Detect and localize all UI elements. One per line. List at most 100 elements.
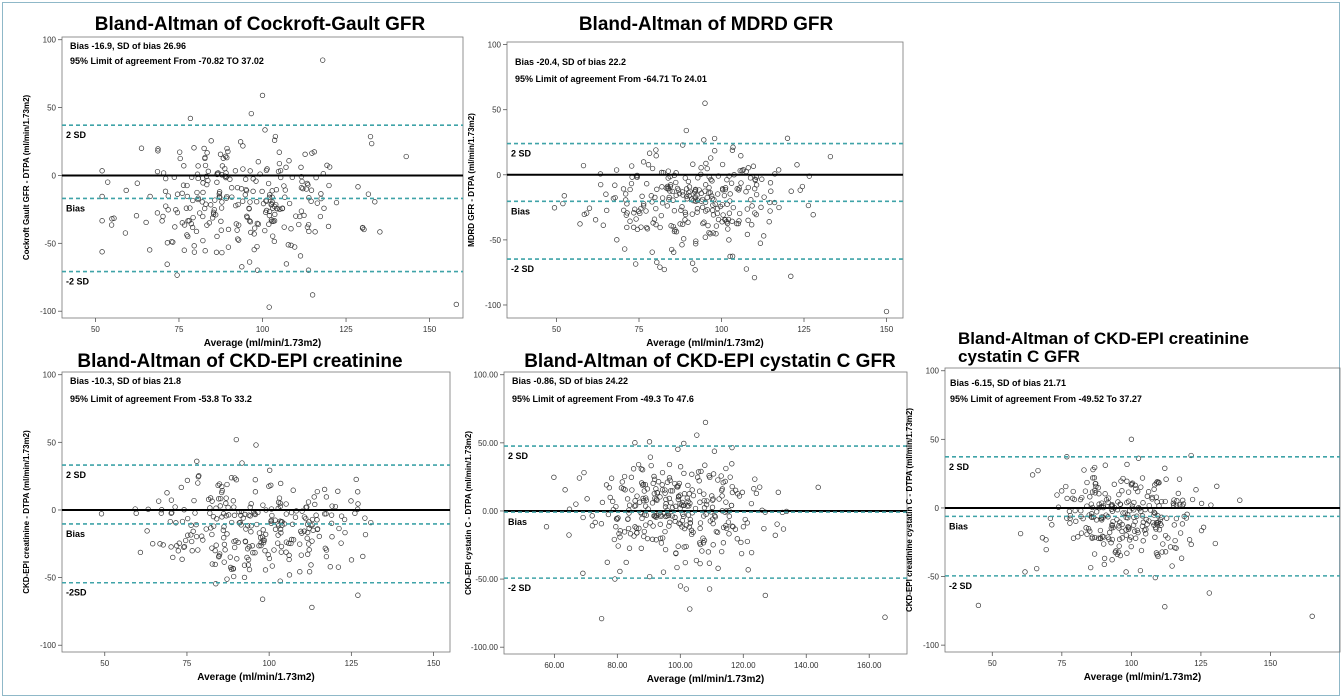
data-point	[669, 513, 675, 519]
data-point	[722, 186, 728, 193]
data-point	[184, 193, 190, 200]
data-point	[320, 57, 326, 63]
data-point	[202, 248, 208, 254]
data-point	[123, 187, 129, 194]
data-point	[313, 512, 319, 518]
data-point	[168, 510, 174, 516]
data-point	[679, 524, 685, 530]
data-point	[657, 224, 663, 231]
data-point	[648, 462, 654, 469]
data-point	[580, 514, 586, 521]
data-point	[644, 226, 651, 232]
data-point	[1134, 527, 1140, 533]
data-point	[736, 187, 742, 193]
data-point	[266, 221, 272, 227]
data-point	[753, 191, 760, 198]
data-point	[223, 500, 229, 506]
data-point	[659, 184, 665, 190]
bias-line-label: Bias	[66, 203, 85, 213]
data-point	[745, 184, 751, 191]
x-tick-label: 75	[1057, 659, 1066, 668]
data-point	[230, 498, 236, 504]
data-point	[314, 200, 320, 206]
data-point	[715, 477, 721, 483]
data-point	[1082, 488, 1089, 494]
data-point	[265, 552, 271, 558]
lower-limit-line-label: -2SD	[66, 588, 87, 598]
annotation: 95% Limit of agreement From -49.3 To 47.…	[512, 394, 694, 404]
data-point	[696, 540, 703, 546]
x-tick-label: 125	[345, 659, 359, 668]
data-point	[1214, 483, 1220, 489]
data-point	[248, 529, 254, 535]
data-point	[164, 261, 170, 267]
data-point	[1124, 478, 1130, 484]
data-point	[748, 500, 755, 507]
data-point	[663, 501, 669, 507]
upper-limit-line-label: 2 SD	[66, 470, 87, 480]
data-point	[147, 193, 153, 200]
data-point	[150, 541, 156, 547]
data-point	[1029, 472, 1036, 478]
data-point	[305, 551, 311, 557]
data-point	[703, 160, 709, 167]
data-point	[615, 515, 621, 521]
data-point	[720, 212, 726, 218]
x-tick-label: 50	[552, 325, 561, 334]
data-point	[734, 536, 740, 542]
data-point	[1105, 495, 1112, 501]
data-point	[677, 583, 684, 589]
x-axis-label: Average (ml/min/1.73m2)	[197, 672, 314, 683]
data-point	[724, 201, 730, 207]
data-point	[252, 225, 258, 231]
data-point	[262, 127, 268, 133]
data-point	[193, 228, 200, 235]
data-point	[362, 531, 369, 538]
data-point	[709, 504, 716, 510]
data-point	[684, 503, 690, 509]
data-point	[174, 209, 181, 216]
y-tick-label: 50	[47, 438, 56, 447]
data-point	[1123, 514, 1129, 521]
data-point	[740, 524, 747, 530]
data-point	[685, 219, 691, 225]
data-point	[643, 224, 650, 231]
data-point	[189, 224, 196, 231]
data-point	[705, 222, 711, 229]
data-point	[653, 486, 659, 492]
data-point	[209, 545, 215, 551]
data-point	[704, 498, 710, 504]
data-point	[677, 464, 684, 470]
data-point	[775, 489, 781, 495]
data-point	[1085, 526, 1092, 532]
data-point	[195, 474, 201, 480]
data-point	[647, 454, 654, 460]
data-point	[266, 555, 273, 562]
data-point	[719, 487, 725, 494]
data-point	[252, 489, 259, 495]
data-point	[222, 547, 228, 553]
upper-limit-line-label: 2 SD	[508, 451, 529, 461]
data-point	[674, 564, 680, 571]
data-point	[180, 182, 187, 188]
data-point	[184, 477, 191, 484]
data-point	[631, 210, 637, 216]
data-point	[1043, 537, 1049, 543]
data-point	[288, 509, 295, 516]
data-point	[188, 221, 194, 227]
data-point	[727, 474, 733, 480]
data-point	[672, 518, 678, 525]
data-point	[699, 196, 706, 203]
data-point	[219, 483, 225, 490]
data-point	[234, 556, 240, 562]
data-point	[710, 542, 716, 548]
data-point	[251, 231, 257, 237]
data-point	[613, 524, 619, 530]
data-point	[1034, 565, 1040, 572]
data-point	[225, 244, 232, 250]
data-point	[286, 556, 292, 563]
data-point	[258, 542, 264, 549]
data-point	[1174, 498, 1180, 504]
data-point	[1101, 541, 1107, 547]
x-tick-label: 100	[1125, 659, 1139, 668]
